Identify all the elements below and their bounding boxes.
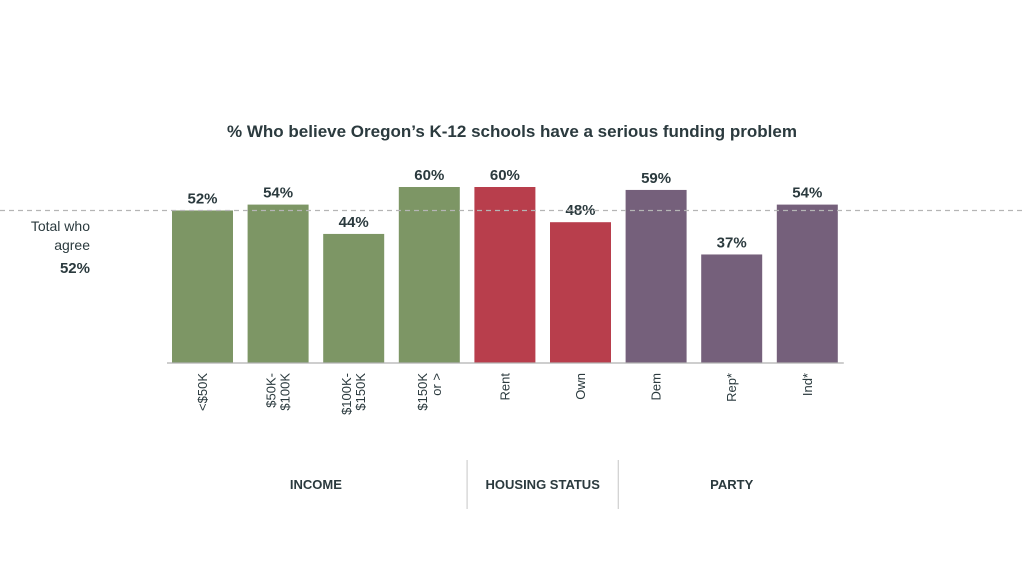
x-tick-label-line: $150K <box>415 373 430 411</box>
x-tick-label-line: Ind* <box>800 373 815 396</box>
bar-value-label: 54% <box>263 185 293 202</box>
chart-title: % Who believe Oregon’s K-12 schools have… <box>227 122 797 141</box>
group-label: HOUSING STATUS <box>486 477 601 492</box>
x-tick-label: Own <box>573 373 588 400</box>
group-label: PARTY <box>710 477 753 492</box>
x-tick-label-line: $50K- <box>264 373 279 408</box>
reference-label: Total who agree 52% <box>31 218 90 277</box>
bar-1 <box>247 204 309 363</box>
x-tick-labels: <$50K $50K- $100K $100K- $150K $150K or > Rent O… <box>195 373 815 415</box>
bar-value-label: 52% <box>187 190 217 207</box>
reference-label-line: Total who <box>31 218 90 234</box>
reference-label-line: agree <box>54 237 90 253</box>
x-tick-label: $100K- $150K <box>339 373 368 415</box>
x-tick-label-line: $100K- <box>339 373 354 415</box>
x-tick-label: $50K- $100K <box>264 373 293 411</box>
bar-3 <box>398 187 460 363</box>
x-tick-label-line: Dem <box>649 373 664 400</box>
bar-2 <box>323 233 385 363</box>
x-tick-label-line: <$50K <box>195 373 210 411</box>
x-tick-label-line: $150K <box>353 373 368 411</box>
x-tick-label-line: Own <box>573 373 588 400</box>
x-tick-label: $150K or > <box>415 373 444 411</box>
bar-0 <box>172 210 233 363</box>
bar-6 <box>625 189 687 363</box>
x-tick-label: Rep* <box>724 373 739 402</box>
x-tick-label-line: $100K <box>278 373 293 411</box>
bar-value-label: 54% <box>792 185 822 202</box>
bar-value-label: 59% <box>641 170 671 187</box>
x-tick-label-line: Rent <box>497 373 512 401</box>
x-tick-label: <$50K <box>195 373 210 411</box>
x-tick-label: Ind* <box>800 373 815 396</box>
group-labels: INCOME HOUSING STATUS PARTY <box>290 460 754 509</box>
x-tick-label-line: Rep* <box>724 373 739 402</box>
bar-4 <box>474 187 536 363</box>
bar-5 <box>550 222 611 363</box>
bar-value-label: 60% <box>414 167 444 184</box>
group-label: INCOME <box>290 477 342 492</box>
bar-value-label: 37% <box>717 234 747 251</box>
x-tick-label: Rent <box>497 373 512 401</box>
x-tick-label: Dem <box>649 373 664 400</box>
bar-value-label: 44% <box>339 214 369 231</box>
bar-value-label: 60% <box>490 167 520 184</box>
bars: 52% 54%44%60% 60%48%59%37%54% <box>172 167 838 363</box>
bar-7 <box>701 254 763 363</box>
x-tick-label-line: or > <box>429 373 444 396</box>
bar-8 <box>776 204 838 363</box>
reference-value: 52% <box>60 260 90 277</box>
